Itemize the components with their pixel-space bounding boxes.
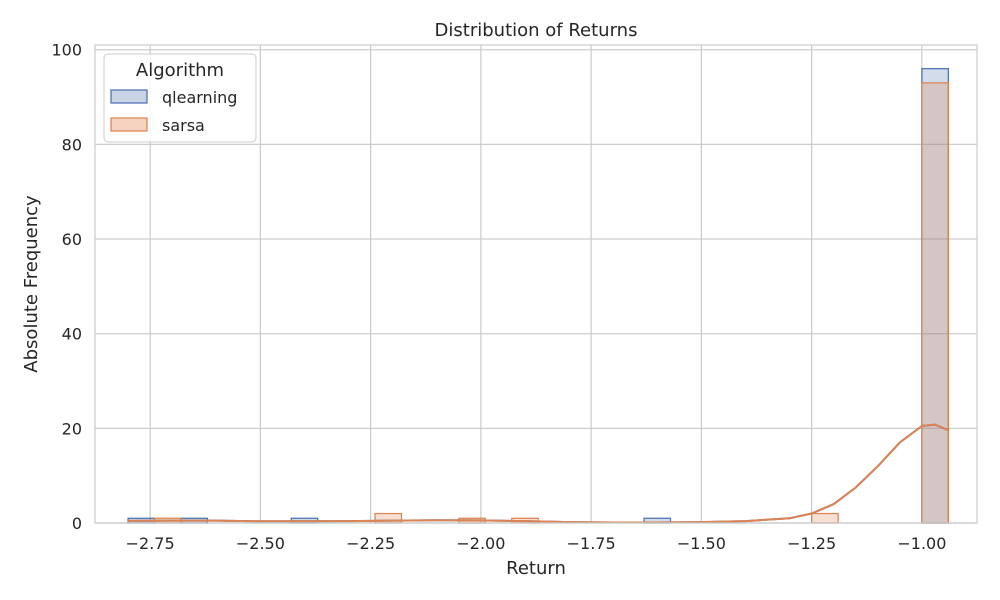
bar-sarsa [811, 512, 839, 524]
x-tick-label: −1.25 [787, 534, 836, 553]
legend-title: Algorithm [136, 60, 224, 81]
x-axis-label: Return [506, 558, 566, 579]
y-tick-label: 60 [62, 230, 82, 249]
x-tick-labels: −2.75 −2.50 −2.25 −2.00 −1.75 −1.50 −1.25 −1.00 [126, 534, 947, 553]
x-tick-label: −2.25 [346, 534, 395, 553]
legend: Algorithm qlearning sarsa [103, 53, 257, 143]
bar-qlearning [921, 68, 949, 524]
y-tick-label: 20 [62, 419, 82, 438]
x-tick-label: −2.50 [236, 534, 285, 553]
y-tick-labels: 0 20 40 60 80 100 [51, 41, 82, 533]
legend-swatch-sarsa [110, 117, 148, 132]
y-tick-label: 40 [62, 325, 82, 344]
x-tick-label: −1.00 [897, 534, 946, 553]
x-tick-label: −1.50 [677, 534, 726, 553]
bar-sarsa [921, 82, 949, 524]
y-tick-label: 100 [51, 41, 82, 60]
y-axis-label: Absolute Frequency [21, 195, 42, 373]
legend-label-sarsa: sarsa [162, 116, 205, 135]
y-tick-label: 80 [62, 135, 82, 154]
chart-title: Distribution of Returns [435, 20, 638, 41]
x-tick-label: −2.00 [456, 534, 505, 553]
y-tick-label: 0 [72, 514, 82, 533]
plot-frame [94, 44, 978, 524]
x-tick-label: −2.75 [126, 534, 175, 553]
x-tick-label: −1.75 [567, 534, 616, 553]
legend-label-qlearning: qlearning [162, 88, 237, 107]
histogram-bars [127, 68, 949, 524]
legend-swatch-qlearning [110, 89, 148, 104]
